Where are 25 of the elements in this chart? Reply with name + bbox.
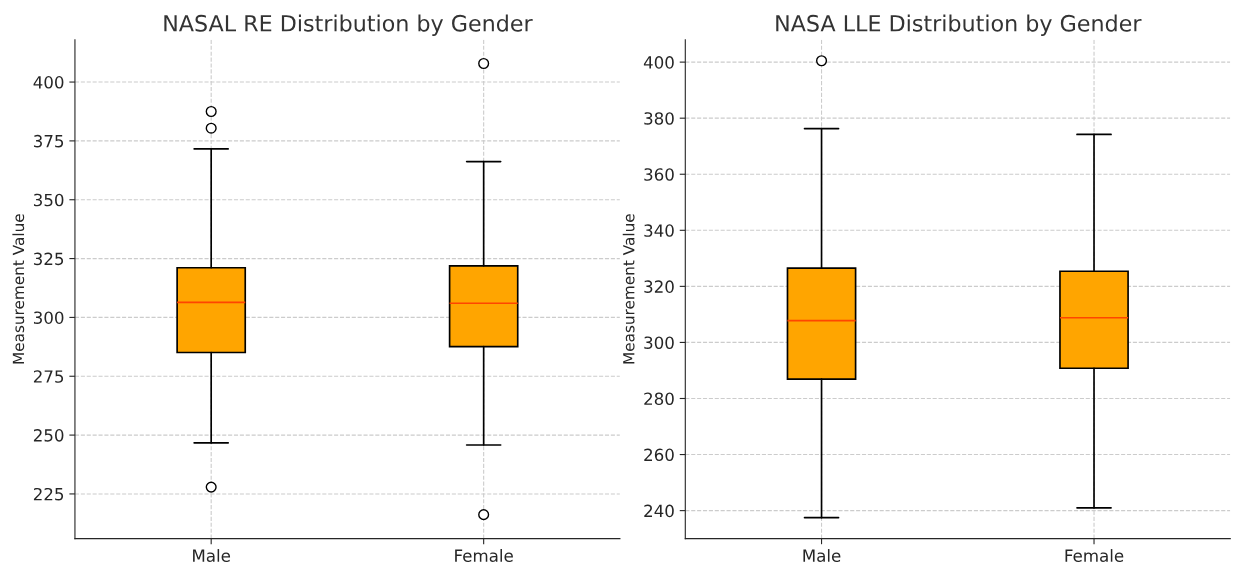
y-tick-label: 340 — [644, 224, 674, 237]
x-tick-label: Female — [455, 549, 513, 562]
chart-title: NASA LLE Distribution by Gender — [776, 14, 1142, 36]
y-axis-title: Measurement Value — [622, 214, 635, 364]
y-tick-label: 400 — [643, 56, 674, 69]
x-tick-label: Female — [1065, 549, 1124, 562]
y-tick-label: 240 — [644, 504, 674, 518]
y-tick-label: 360 — [644, 168, 674, 181]
y-tick-label: 320 — [644, 280, 674, 293]
y-tick-label: 300 — [644, 336, 674, 349]
x-tick-label: Male — [193, 549, 231, 562]
x-tick-label: Male — [803, 549, 841, 562]
y-tick-label: 250 — [33, 429, 64, 442]
y-tick-label: 400 — [33, 76, 64, 89]
y-tick-label: 380 — [644, 112, 674, 125]
y-tick-label: 280 — [644, 392, 674, 406]
y-tick-label: 350 — [33, 193, 64, 207]
y-tick-label: 260 — [644, 448, 674, 462]
y-tick-label: 325 — [33, 252, 64, 266]
chart-title: NASAL RE Distribution by Gender — [164, 14, 533, 36]
y-tick-label: 300 — [33, 311, 64, 324]
y-tick-label: 275 — [33, 370, 64, 383]
y-axis-title: Measurement Value — [12, 214, 25, 364]
y-tick-label: 375 — [33, 134, 64, 148]
y-tick-label: 225 — [33, 487, 64, 501]
